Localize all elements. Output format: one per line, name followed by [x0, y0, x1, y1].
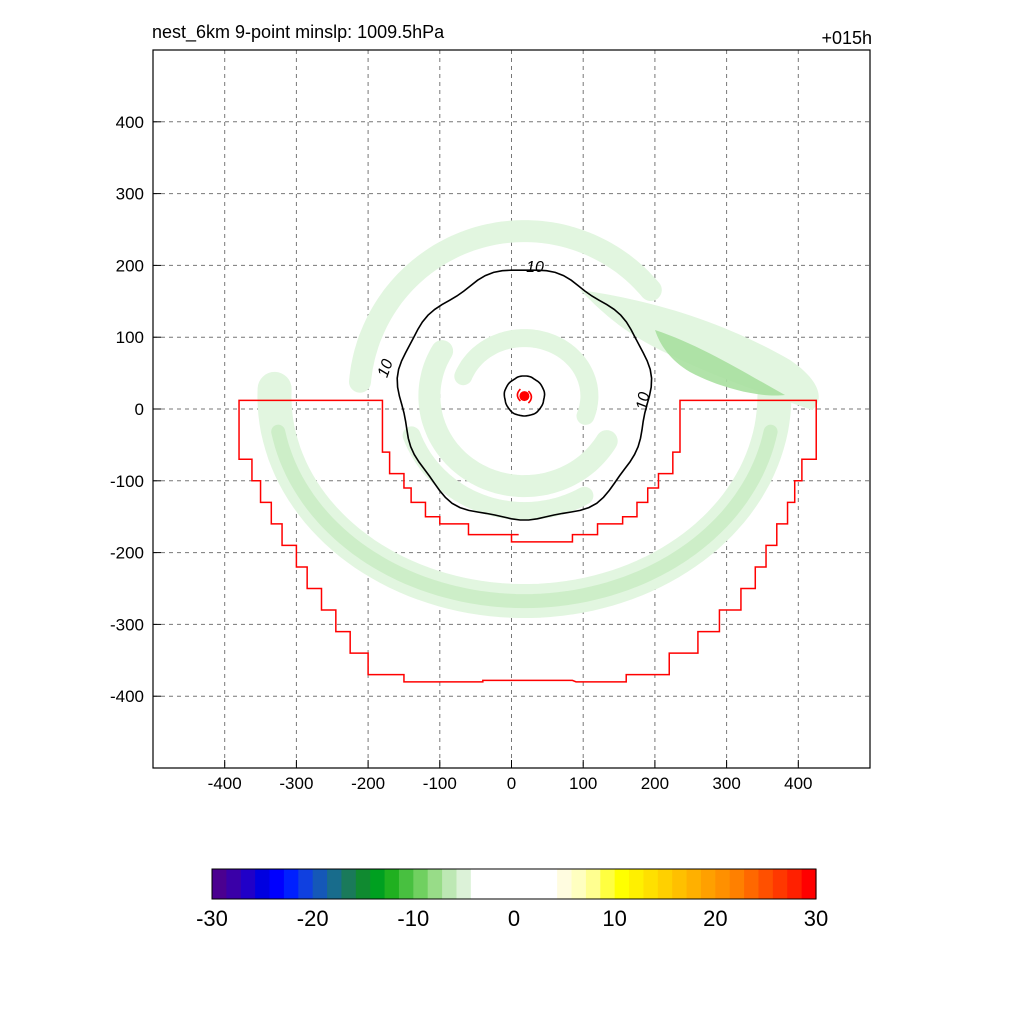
- y-tick-label: -200: [110, 544, 144, 563]
- y-tick-label: 200: [116, 256, 144, 275]
- contour-inner: [503, 375, 546, 417]
- y-tick-label: -400: [110, 687, 144, 706]
- colorbar-swatch: [384, 869, 400, 899]
- colorbar-frame: [211, 868, 817, 900]
- x-tick-label: -300: [279, 774, 313, 793]
- storm-center-symbol: [516, 388, 533, 404]
- forecast-hour-label: +015h: [821, 28, 872, 48]
- colorbar-swatch: [729, 869, 745, 899]
- storm-center-marker: [516, 388, 533, 404]
- colorbar-swatch: [255, 869, 271, 899]
- inner-band-3: [402, 426, 594, 521]
- y-tick-label: 100: [116, 328, 144, 347]
- inner-band-1: [418, 340, 618, 498]
- colorbar-swatch: [672, 869, 688, 899]
- colorbar-swatch: [715, 869, 731, 899]
- x-tick-label: -200: [351, 774, 385, 793]
- x-tick-label: 0: [507, 774, 516, 793]
- y-tick-label: -300: [110, 615, 144, 634]
- colorbar-swatch: [370, 869, 386, 899]
- colorbar-tick-label: -30: [196, 906, 228, 931]
- colorbar-swatch: [269, 869, 285, 899]
- colorbar-tick-label: -20: [297, 906, 329, 931]
- colorbar-swatch: [341, 869, 357, 899]
- colorbar-swatch: [629, 869, 645, 899]
- colorbar-swatch: [528, 869, 544, 899]
- y-tick-label: 0: [135, 400, 144, 419]
- colorbar-swatch: [744, 869, 760, 899]
- colorbar-swatch: [585, 869, 601, 899]
- contour-label: 10: [526, 259, 544, 276]
- colorbar-swatch: [772, 869, 788, 899]
- contour-label: 10: [375, 357, 397, 380]
- shaded-field: [257, 220, 819, 618]
- colorbar-swatch: [442, 869, 458, 899]
- storm-center-dot: [519, 391, 530, 402]
- colorbar-tick-label: -10: [397, 906, 429, 931]
- contour-lines: 10 10 10: [375, 259, 654, 521]
- colorbar-swatch: [298, 869, 314, 899]
- colorbar-swatch: [499, 869, 515, 899]
- colorbar-swatch: [700, 869, 716, 899]
- colorbar-swatch: [456, 869, 472, 899]
- boundary-outline: [238, 399, 817, 683]
- x-tick-label: 300: [712, 774, 740, 793]
- x-tick-label: 400: [784, 774, 812, 793]
- colorbar-ticks: -30 -20 -10 0 10 20 30: [196, 906, 828, 931]
- colorbar-swatch: [312, 869, 328, 899]
- colorbar-swatch: [398, 869, 414, 899]
- colorbar-tick-label: 30: [804, 906, 828, 931]
- colorbar-swatch: [801, 869, 817, 899]
- colorbar-swatch: [283, 869, 299, 899]
- colorbar-swatch: [614, 869, 630, 899]
- contour-label: 10: [634, 391, 654, 412]
- ne-band-core: [655, 330, 785, 396]
- colorbar-swatch: [226, 869, 242, 899]
- colorbar-swatch: [571, 869, 587, 899]
- y-tick-label: 300: [116, 185, 144, 204]
- inner-band-2: [454, 329, 599, 425]
- colorbar-swatch: [787, 869, 803, 899]
- colorbar-tick-label: 10: [602, 906, 626, 931]
- colorbar-swatch: [557, 869, 573, 899]
- colorbar-swatch: [355, 869, 371, 899]
- colorbar-swatch: [643, 869, 659, 899]
- outer-rainband-core: [271, 424, 778, 609]
- colorbar-swatch: [758, 869, 774, 899]
- colorbar: [211, 868, 817, 900]
- y-tick-label: -100: [110, 472, 144, 491]
- colorbar-tick-label: 0: [508, 906, 520, 931]
- plot-title: nest_6km 9-point minslp: 1009.5hPa: [152, 22, 445, 42]
- domain-boundary: [238, 399, 817, 683]
- x-tick-label: 200: [641, 774, 669, 793]
- x-tick-label: 100: [569, 774, 597, 793]
- colorbar-swatch: [600, 869, 616, 899]
- colorbar-swatch: [686, 869, 702, 899]
- x-tick-label: -400: [208, 774, 242, 793]
- colorbar-swatch: [657, 869, 673, 899]
- colorbar-swatch: [240, 869, 256, 899]
- colorbar-swatch: [542, 869, 558, 899]
- contour-outer: [396, 269, 653, 521]
- colorbar-tick-label: 20: [703, 906, 727, 931]
- colorbar-swatch: [485, 869, 501, 899]
- northern-band: [349, 220, 662, 393]
- colorbar-swatch: [413, 869, 429, 899]
- y-tick-label: 400: [116, 113, 144, 132]
- x-tick-label: -100: [423, 774, 457, 793]
- y-axis-ticks: 400 300 200 100 0 -100 -200 -300 -400: [110, 113, 161, 706]
- colorbar-swatch: [470, 869, 486, 899]
- colorbar-swatch: [212, 869, 227, 899]
- colorbar-swatch: [427, 869, 443, 899]
- x-axis-ticks: -400 -300 -200 -100 0 100 200 300 400: [208, 760, 812, 793]
- colorbar-swatch: [514, 869, 529, 899]
- colorbar-swatch: [327, 869, 343, 899]
